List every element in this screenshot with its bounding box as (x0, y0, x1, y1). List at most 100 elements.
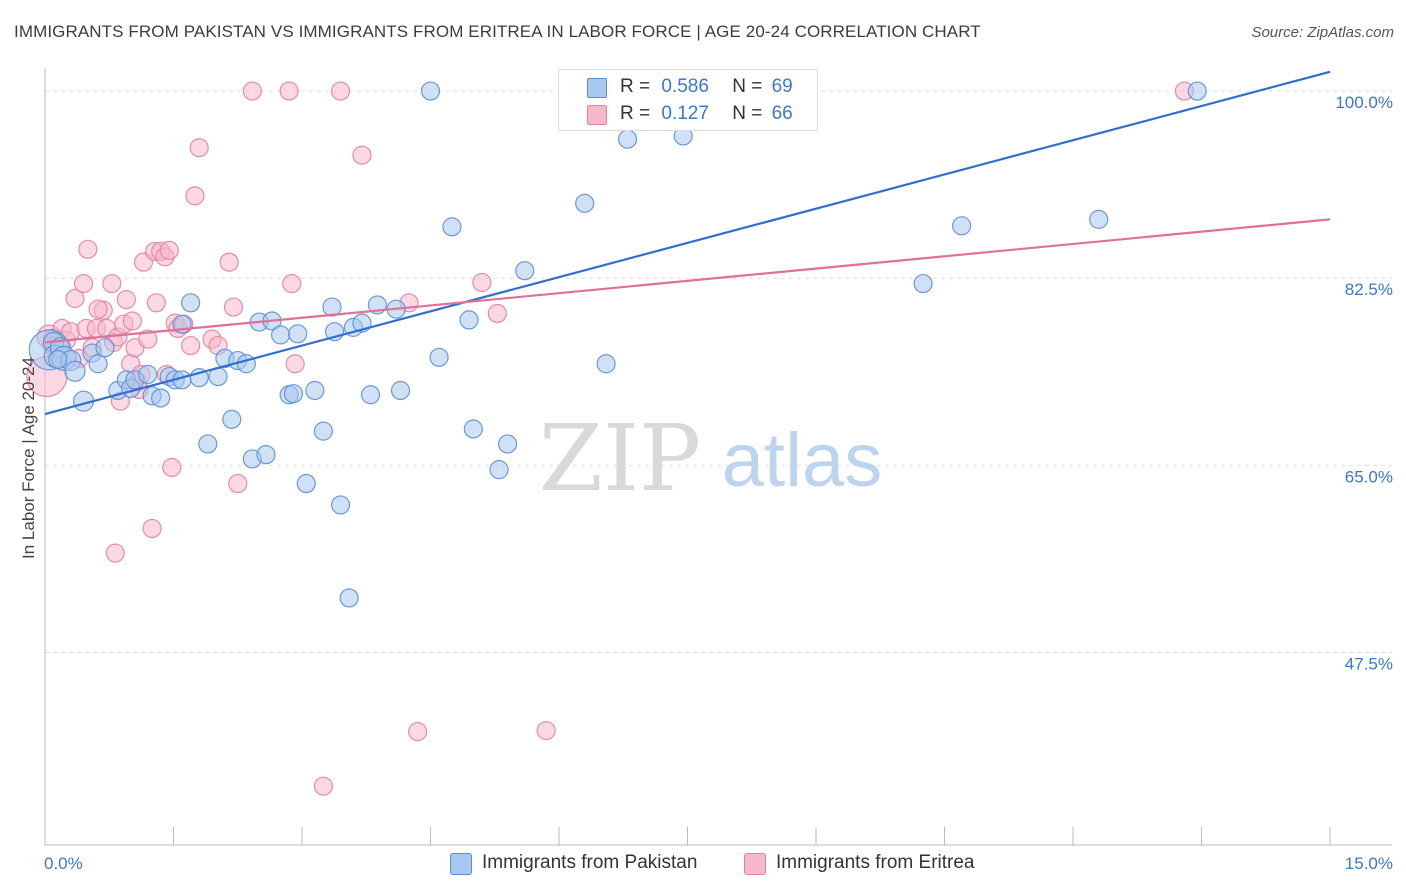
correlation-legend: R = 0.586 N = 69 R = 0.127 N = 66 (558, 69, 818, 131)
pakistan-point (64, 360, 86, 382)
eritrea-trend-line (44, 218, 1331, 344)
eritrea-legend-label: Immigrants from Eritrea (776, 852, 975, 873)
pakistan-r-value: 0.586 (661, 76, 709, 97)
pakistan-point (442, 217, 462, 237)
pakistan-point (596, 354, 616, 374)
pakistan-point (463, 419, 483, 439)
eritrea-point (73, 273, 94, 294)
pakistan-point (256, 445, 276, 465)
pakistan-point (270, 325, 291, 345)
pakistan-legend-swatch (450, 853, 472, 875)
pakistan-point (288, 324, 308, 344)
pakistan-point (296, 473, 316, 494)
eritrea-point (279, 81, 299, 101)
axis-layer (44, 68, 1392, 846)
pakistan-point (283, 384, 304, 404)
eritrea-point (313, 776, 334, 796)
x-tick-label-min: 0.0% (44, 854, 83, 873)
eritrea-point (102, 273, 122, 294)
eritrea-point (88, 299, 108, 319)
pakistan-point (198, 434, 218, 454)
pakistan-point (575, 193, 595, 213)
pakistan-point (222, 409, 242, 429)
eritrea-point (116, 289, 136, 310)
pakistan-n-value: 69 (771, 76, 793, 97)
chart-title: IMMIGRANTS FROM PAKISTAN VS IMMIGRANTS F… (14, 22, 981, 41)
pakistan-point (305, 380, 325, 401)
y-tick-label: 100.0% (1335, 93, 1393, 112)
y-axis-title: In Labor Force | Age 20-24 (19, 357, 38, 559)
eritrea-point (282, 273, 302, 294)
eritrea-point (408, 722, 428, 742)
pakistan-point (390, 380, 411, 401)
pakistan-legend-label: Immigrants from Pakistan (482, 852, 698, 873)
y-tick-label: 65.0% (1345, 467, 1393, 486)
pakistan-point (913, 273, 933, 294)
eritrea-point (352, 145, 372, 165)
pakistan-point (515, 261, 535, 281)
pakistan-point (360, 385, 381, 405)
pakistan-point (498, 434, 518, 454)
eritrea-point (223, 297, 244, 317)
pakistan-point (459, 310, 479, 330)
pakistan-swatch (587, 78, 607, 98)
eritrea-point (181, 335, 201, 356)
eritrea-point (472, 272, 492, 293)
eritrea-point (285, 354, 305, 374)
eritrea-point (185, 186, 205, 206)
pakistan-point (151, 388, 171, 408)
y-tick-label: 82.5% (1345, 280, 1393, 299)
pakistan-point (617, 129, 638, 149)
x-tick-label-max: 15.0% (1345, 854, 1393, 873)
pakistan-point (420, 81, 441, 101)
pakistan-point (313, 421, 334, 441)
pakistan-point (489, 460, 509, 480)
watermark-zip: ZIP (539, 405, 701, 512)
eritrea-legend-swatch (744, 853, 766, 875)
pakistan-point (330, 495, 351, 515)
eritrea-point (242, 81, 262, 101)
pakistan-point (429, 347, 449, 367)
pakistan-point (339, 588, 359, 608)
eritrea-point (219, 252, 239, 272)
legend-pakistan-stats: R = 0.586 N = 69 (620, 76, 793, 98)
pakistan-point (88, 354, 108, 374)
n-label: N = (732, 103, 763, 124)
pakistan-point (236, 354, 256, 374)
watermark: ZIP atlas (539, 405, 882, 512)
r-label: R = (620, 103, 651, 124)
pakistan-point (181, 293, 201, 313)
eritrea-point (146, 293, 166, 313)
eritrea-swatch (587, 105, 607, 125)
pakistan-point (138, 364, 158, 385)
trend-layer (44, 70, 1331, 416)
eritrea-point (65, 288, 85, 309)
pakistan-point (1187, 81, 1207, 101)
eritrea-point (487, 303, 507, 324)
source-label: Source: ZipAtlas.com (1251, 24, 1394, 41)
eritrea-point (162, 457, 182, 478)
n-label: N = (732, 76, 763, 97)
eritrea-r-value: 0.127 (661, 103, 709, 124)
eritrea-point (78, 239, 98, 259)
pakistan-point (952, 216, 972, 236)
pakistan-point (48, 349, 68, 370)
eritrea-n-value: 66 (771, 103, 793, 124)
eritrea-point (228, 473, 248, 494)
eritrea-point (189, 138, 209, 158)
pakistan-point (1089, 209, 1109, 229)
eritrea-point (330, 81, 351, 101)
y-tick-label: 47.5% (1345, 655, 1393, 674)
tick-label-layer: 47.5% 65.0% 82.5% 100.0% 0.0% 15.0% (44, 93, 1393, 873)
eritrea-point (105, 543, 125, 563)
eritrea-point (159, 240, 179, 260)
eritrea-point (536, 720, 556, 741)
legend-eritrea-stats: R = 0.127 N = 66 (620, 103, 793, 125)
eritrea-point (122, 311, 142, 331)
r-label: R = (620, 76, 651, 97)
pakistan-point (95, 338, 115, 358)
pakistan-point (322, 297, 342, 317)
watermark-atlas: atlas (722, 418, 883, 503)
eritrea-point (138, 329, 158, 349)
